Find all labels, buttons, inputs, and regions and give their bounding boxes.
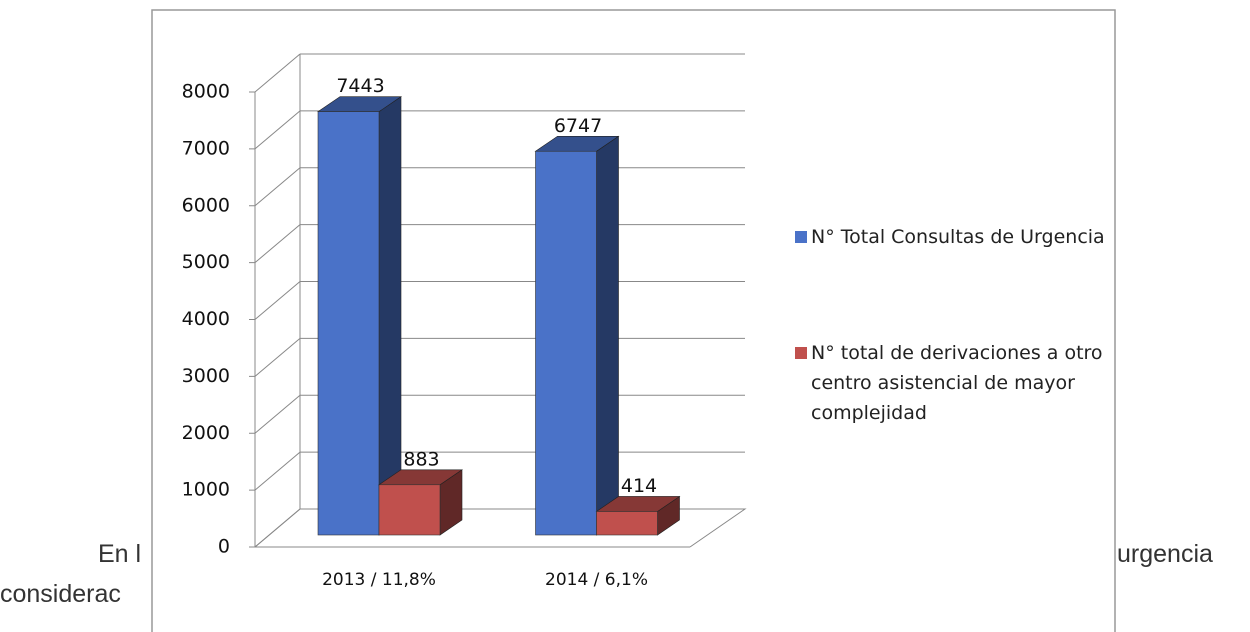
grid-line <box>254 451 301 491</box>
y-tick-label: 6000 <box>182 194 230 216</box>
y-tick-label: 8000 <box>182 81 230 103</box>
body-text: considerac <box>0 580 121 608</box>
bar-side <box>596 135 619 536</box>
grid-line <box>254 53 301 93</box>
bar <box>596 511 658 536</box>
grid-line <box>254 110 301 150</box>
grid-line <box>254 394 301 434</box>
y-tick-label: 0 <box>218 536 230 558</box>
bar <box>535 150 597 536</box>
legend-label: N° total de derivaciones a otro centro a… <box>811 342 1103 424</box>
grid-line <box>254 508 301 548</box>
bar <box>317 111 380 536</box>
bar <box>378 484 441 536</box>
body-text: En l <box>98 540 142 568</box>
data-label: 883 <box>403 448 439 470</box>
data-label: 6747 <box>554 115 602 137</box>
x-tick-label: 2014 / 6,1% <box>545 570 648 590</box>
bar-side <box>378 96 402 536</box>
legend-label: N° Total Consultas de Urgencia <box>811 226 1105 248</box>
y-tick-label: 2000 <box>182 422 230 444</box>
body-text: urgencia <box>1117 540 1213 568</box>
grid-line <box>254 167 301 207</box>
y-tick-label: 3000 <box>182 365 230 387</box>
data-label: 7443 <box>336 75 384 97</box>
grid-line <box>254 281 301 320</box>
y-tick-label: 5000 <box>182 251 230 273</box>
x-tick-label: 2013 / 11,8% <box>322 570 436 590</box>
grid-line <box>254 224 301 264</box>
legend-item: N° total de derivaciones a otro centro a… <box>795 338 1105 428</box>
legend-swatch <box>795 347 807 359</box>
chart-frame <box>151 9 1116 632</box>
y-tick-label: 7000 <box>182 137 230 159</box>
data-label: 414 <box>621 475 657 497</box>
grid-line <box>254 337 301 377</box>
y-tick-label: 1000 <box>182 479 230 501</box>
y-tick-label: 4000 <box>182 308 230 330</box>
legend-item: N° Total Consultas de Urgencia <box>795 222 1105 252</box>
legend-swatch <box>795 231 807 243</box>
